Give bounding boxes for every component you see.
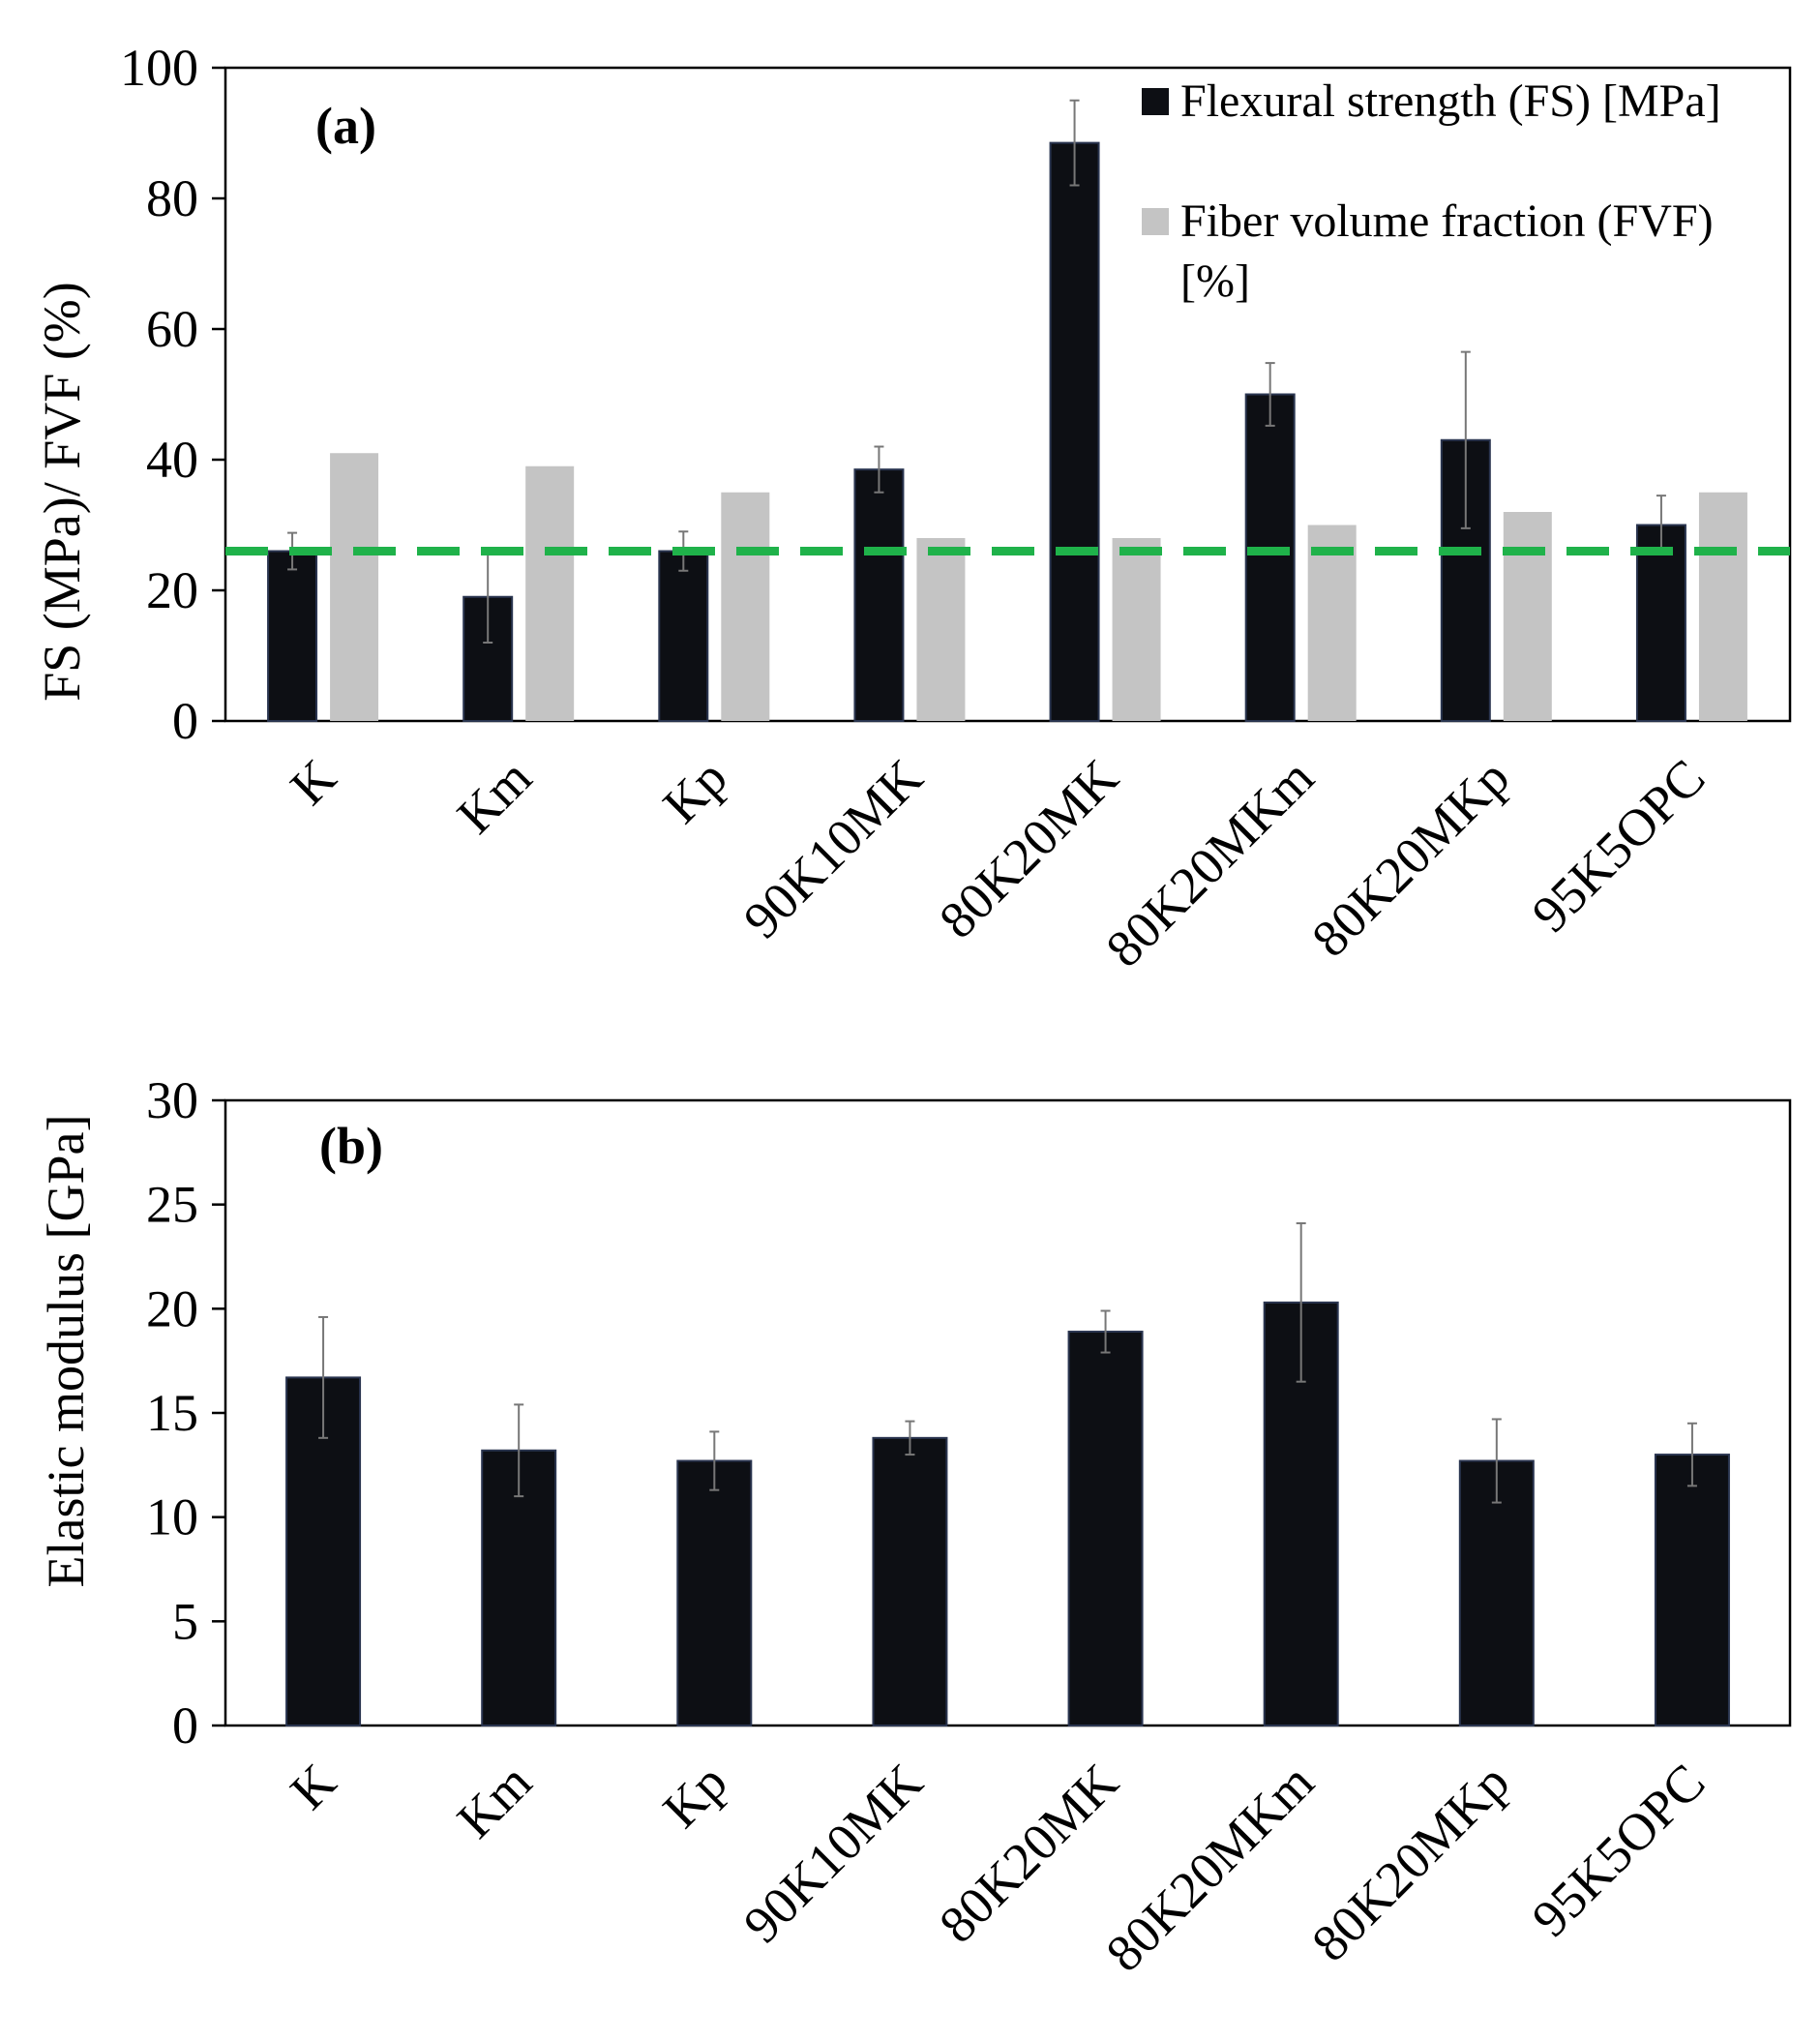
y-tick-label-60: 60	[146, 300, 198, 358]
legend-fs-label: Flexural strength (FS) [MPa]	[1180, 75, 1721, 127]
y-tick-label-0: 0	[172, 1696, 198, 1755]
category-label-b-k: K	[280, 1753, 347, 1820]
bar-a-s1-80k20mkm	[1307, 525, 1357, 721]
y-tick-label-5: 5	[172, 1592, 198, 1650]
category-label-a-80k20mk: 80K20MK	[928, 748, 1129, 949]
bar-a-s1-km	[525, 465, 575, 721]
y-tick-label-0: 0	[172, 692, 198, 750]
legend-fvf-label-line2: [%]	[1180, 255, 1250, 307]
category-label-b-80k20mk: 80K20MK	[928, 1753, 1129, 1954]
category-label-b-80k20mkp: 80K20MKp	[1300, 1753, 1520, 1972]
category-label-a-90k10mk: 90K10MK	[732, 748, 934, 949]
panel-a-legend: Flexural strength (FS) [MPa] Fiber volum…	[1142, 75, 1721, 307]
bar-a-s0-95k5opc	[1635, 524, 1686, 722]
category-label-b-80k20mkm: 80K20MKm	[1095, 1753, 1326, 1983]
legend-fs-swatch	[1142, 88, 1169, 115]
y-tick-label-10: 10	[146, 1488, 198, 1546]
category-label-a-95k5opc: 95K5OPC	[1521, 748, 1716, 944]
y-tick-label-20: 20	[146, 561, 198, 619]
panel-a-plot-frame	[224, 66, 1792, 723]
category-label-b-km: Km	[446, 1753, 543, 1849]
y-tick-label-15: 15	[146, 1384, 198, 1442]
bar-a-s0-80k20mk	[1049, 141, 1100, 722]
y-tick-label-25: 25	[146, 1176, 198, 1234]
category-label-a-km: Km	[446, 748, 543, 845]
category-label-a-80k20mkm: 80K20MKm	[1095, 748, 1326, 978]
y-tick-label-20: 20	[146, 1279, 198, 1337]
bar-a-s1-kp	[721, 492, 770, 721]
legend-fvf-label-line1: Fiber volume fraction (FVF)	[1180, 195, 1714, 247]
y-tick-label-80: 80	[146, 169, 198, 227]
bar-a-s1-80k20mk	[1112, 538, 1161, 721]
bar-b-s0-95k5opc	[1654, 1454, 1730, 1726]
bar-a-s0-kp	[658, 550, 709, 722]
panel-a-y-axis-title: FS (MPa)/ FVF (%)	[33, 282, 91, 702]
category-label-b-kp: Kp	[652, 1753, 738, 1839]
bar-a-s1-95k5opc	[1698, 492, 1747, 721]
bar-b-s0-kp	[676, 1459, 753, 1726]
y-tick-label-30: 30	[146, 1071, 198, 1129]
y-tick-label-100: 100	[120, 39, 198, 97]
category-label-a-k: K	[280, 748, 347, 816]
category-label-a-80k20mkp: 80K20MKp	[1300, 748, 1520, 968]
category-label-b-90k10mk: 90K10MK	[732, 1753, 934, 1954]
panel-b-plot-frame	[224, 1098, 1792, 1727]
bar-a-s1-k	[330, 453, 379, 721]
panel-b-label: (b)	[319, 1117, 383, 1175]
bar-b-s0-80k20mkp	[1458, 1459, 1535, 1726]
category-label-b-95k5opc: 95K5OPC	[1521, 1753, 1716, 1948]
panel-b-elastic-modulus-chart: Elastic modulus [GPa] (b) 0 5 10 15 20 25 30 K K…	[37, 1071, 1792, 1983]
panel-a-label: (a)	[315, 97, 376, 155]
bar-a-s0-90k10mk	[853, 468, 905, 722]
bar-a-s1-90k10mk	[916, 538, 966, 721]
bar-a-s0-80k20mkm	[1244, 393, 1296, 722]
legend-fvf-swatch	[1142, 208, 1169, 235]
bar-b-s0-80k20mk	[1067, 1331, 1144, 1727]
category-label-a-kp: Kp	[652, 748, 738, 834]
bar-a-s1-80k20mkp	[1503, 512, 1552, 721]
panel-b-y-axis-title: Elastic modulus [GPa]	[37, 1115, 95, 1588]
y-tick-label-40: 40	[146, 431, 198, 489]
bar-a-s0-k	[267, 550, 318, 722]
bar-b-s0-90k10mk	[872, 1436, 948, 1726]
